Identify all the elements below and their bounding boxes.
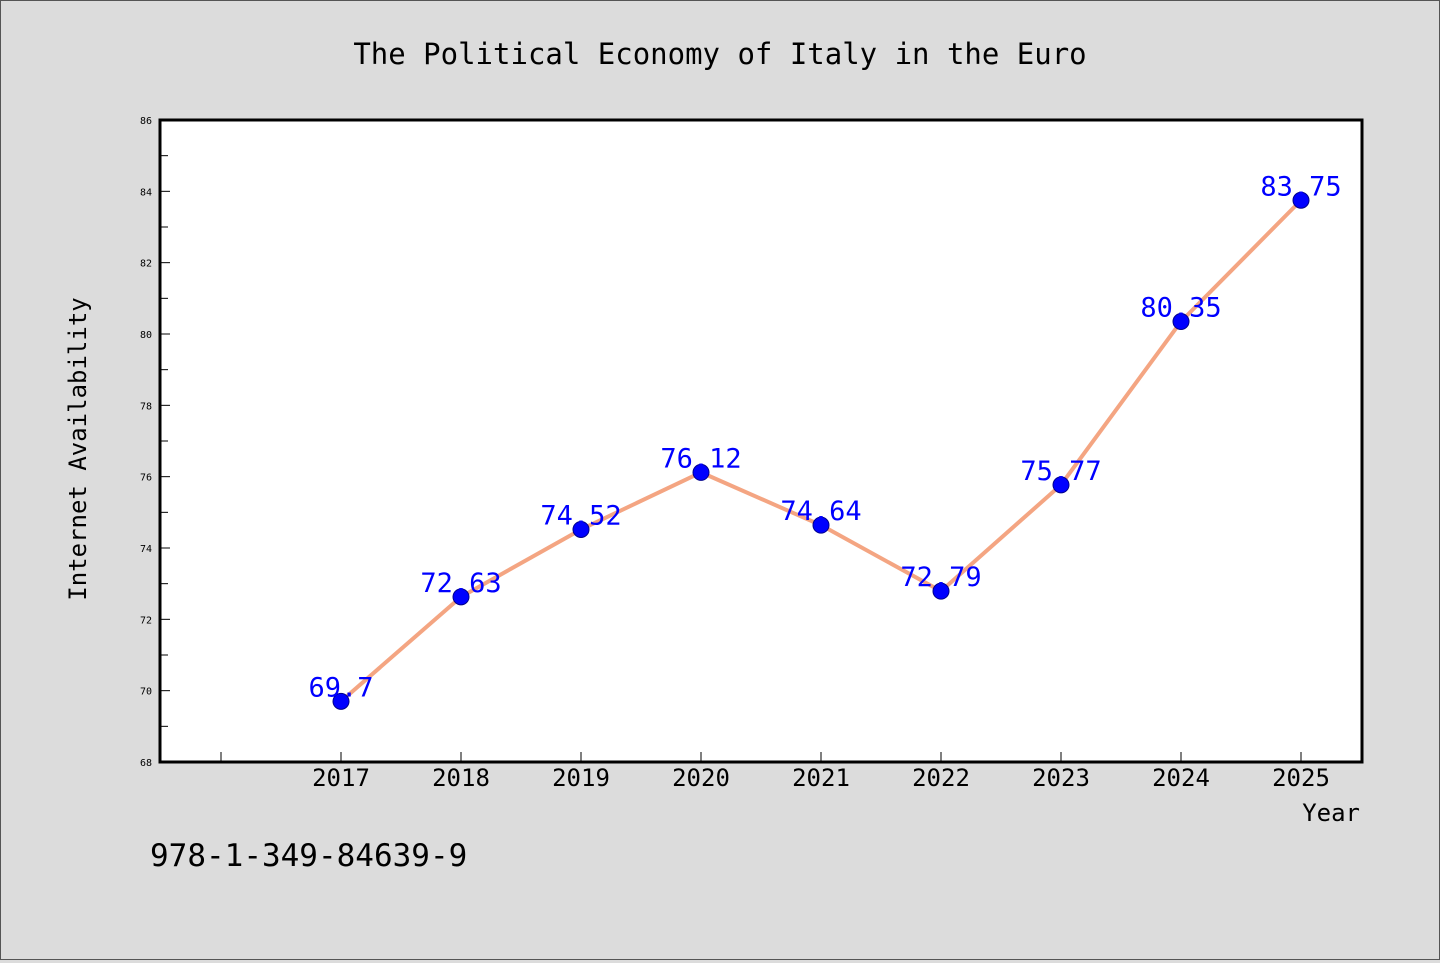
data-point [332,692,350,710]
data-point [1172,313,1190,331]
y-tick-label: 74 [140,544,152,555]
data-point [1052,476,1070,494]
data-point [572,520,590,538]
data-label: 74.52 [540,500,621,531]
data-label: 76.12 [660,443,741,474]
data-point [812,516,830,534]
y-tick-label: 70 [140,687,152,698]
x-tick-label: 2017 [312,764,370,792]
data-point [1292,191,1310,209]
isbn-text: 978-1-349-84639-9 [150,838,467,874]
data-point [932,582,950,600]
series-layer: 69.7 72.63 74.52 76.12 74.64 72.79 75.77 80.35 8… [308,171,1342,710]
x-tick-label: 2025 [1272,764,1330,792]
y-tick-label: 86 [140,116,152,127]
x-tick-label: 2023 [1032,764,1090,792]
data-label: 74.64 [780,496,861,527]
x-tick-label: 2021 [792,764,850,792]
y-tick-label: 72 [140,615,152,626]
y-tick-label: 82 [140,259,152,270]
data-label: 72.63 [420,568,501,599]
data-point [452,588,470,606]
x-axis-label: Year [1302,799,1360,827]
data-point [692,463,710,481]
y-axis: 68 70 72 74 76 78 80 82 84 86 [140,116,170,769]
chart-title: The Political Economy of Italy in the Eu… [353,37,1086,71]
y-tick-label: 76 [140,473,152,484]
data-label: 72.79 [900,562,981,593]
data-label: 83.75 [1260,171,1341,202]
y-tick-label: 78 [140,401,152,412]
y-axis-label: Internet Availability [64,297,92,600]
x-axis: 2017 2018 2019 2020 2021 2022 2023 2024 2025 [220,752,1330,792]
x-tick-label: 2020 [672,764,730,792]
plot-area [158,118,1364,764]
x-tick-label: 2022 [912,764,970,792]
y-tick-label: 80 [140,330,152,341]
data-label: 80.35 [1140,293,1221,324]
x-tick-label: 2018 [432,764,490,792]
data-label: 75.77 [1020,456,1101,487]
y-tick-label: 68 [140,758,152,769]
data-label: 69.7 [308,672,373,703]
x-tick-label: 2024 [1152,764,1210,792]
y-tick-label: 84 [140,187,152,198]
x-tick-label: 2019 [552,764,610,792]
